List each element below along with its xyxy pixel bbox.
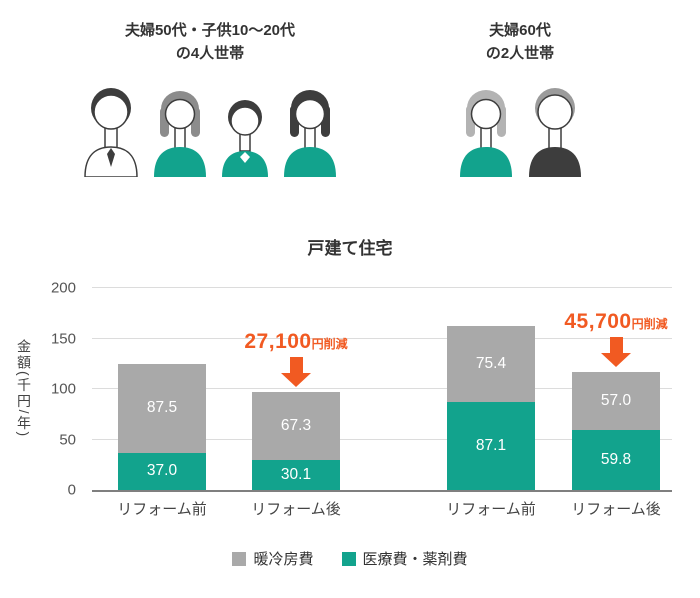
child-icon xyxy=(221,100,268,177)
bar-segment: 87.1 xyxy=(447,402,535,490)
y-tick-label-200: 200 xyxy=(50,279,76,297)
bar-4: 57.0 59.8 xyxy=(572,372,660,490)
bar-segment: 75.4 xyxy=(447,325,535,403)
daughter-icon xyxy=(153,91,206,177)
legend-item-2: 医療費・薬剤費 xyxy=(341,548,468,569)
bar-segment: 57.0 xyxy=(572,372,660,430)
reduction-text: 45,700円削減 xyxy=(531,310,700,334)
segment-value: 30.1 xyxy=(280,465,312,483)
y-axis-label: 金額(千円/年) xyxy=(14,288,34,490)
y-tick-label-150: 150 xyxy=(50,330,76,347)
segment-value: 87.5 xyxy=(146,399,178,417)
x-category-label-2: リフォーム後 xyxy=(251,501,341,518)
y-tick-label-0: 0 xyxy=(67,481,76,499)
bar-2: 67.3 30.1 xyxy=(252,391,340,490)
reduction-amount: 45,700 xyxy=(564,310,632,334)
legend-item-1: 暖冷房費 xyxy=(232,548,314,569)
bar-segment: 87.5 xyxy=(118,364,206,453)
x-category-label-3: リフォーム前 xyxy=(446,501,536,518)
grandmother-icon xyxy=(459,90,512,177)
legend-swatch xyxy=(341,551,356,566)
segment-value: 37.0 xyxy=(146,462,178,480)
reduction-suffix: 円削減 xyxy=(631,317,668,332)
household-left-avatars xyxy=(55,81,365,177)
mother-icon xyxy=(283,90,336,177)
father-icon xyxy=(83,88,138,177)
x-category-label-4: リフォーム後 xyxy=(571,501,661,518)
plot-area: 87.5 37.0 67.3 30.1 75.4 87.1 57.0 59.8 27,100円削… xyxy=(92,287,672,492)
down-arrow-head-icon xyxy=(281,372,311,387)
grandfather-icon xyxy=(528,88,581,177)
reduction-text: 27,100円削減 xyxy=(211,330,381,354)
gridline-100 xyxy=(92,388,672,389)
segment-value: 75.4 xyxy=(475,354,507,372)
segment-value: 57.0 xyxy=(600,391,632,409)
segment-value: 59.8 xyxy=(600,450,632,468)
legend-swatch xyxy=(232,551,247,566)
gridline-150 xyxy=(92,337,672,339)
bar-1: 87.5 37.0 xyxy=(118,364,206,490)
household-right-label-line1: 夫婦60代 xyxy=(489,22,551,39)
gridline-200 xyxy=(92,287,672,288)
y-axis-ticks: 0 50 100 150 200 xyxy=(38,281,84,498)
household-left-label-line1: 夫婦50代・子供10〜20代 xyxy=(124,22,296,39)
y-axis-label-text: 金額(千円/年) xyxy=(16,339,32,439)
legend-label: 医療費・薬剤費 xyxy=(362,551,468,568)
chart-title: 戸建て住宅 xyxy=(307,239,393,258)
down-arrow-head-icon xyxy=(601,353,631,368)
household-right-label-line2: の2人世帯 xyxy=(485,44,555,62)
household-left: 夫婦50代・子供10〜20代 の4人世帯 xyxy=(55,20,365,177)
segment-value: 67.3 xyxy=(280,416,312,434)
household-left-label-line2: の4人世帯 xyxy=(175,44,245,62)
y-tick-label-50: 50 xyxy=(59,431,76,448)
legend: 暖冷房費 医療費・薬剤費 xyxy=(0,548,700,569)
bar-segment: 67.3 xyxy=(252,391,340,460)
reduction-amount: 27,100 xyxy=(244,329,312,353)
x-axis-labels: リフォーム前 リフォーム後 リフォーム前 リフォーム後 xyxy=(0,498,700,520)
segment-value: 87.1 xyxy=(475,437,507,455)
reduction-annotation: 45,700円削減 xyxy=(531,310,700,368)
chart-detached-house: 戸建て住宅 金額(千円/年) 0 50 100 150 200 87.5 37.0 67.3… xyxy=(0,230,700,598)
household-right: 夫婦60代 の2人世帯 xyxy=(420,20,620,177)
down-arrow-icon xyxy=(609,337,623,354)
bar-segment: 59.8 xyxy=(572,429,660,490)
bar-segment: 30.1 xyxy=(252,459,340,490)
bar-segment: 37.0 xyxy=(118,452,206,490)
gridline-50 xyxy=(92,438,672,440)
bar-3: 75.4 87.1 xyxy=(447,325,535,490)
y-tick-label-100: 100 xyxy=(50,380,76,398)
household-right-avatars xyxy=(420,81,620,177)
household-right-label: 夫婦60代 の2人世帯 xyxy=(420,20,620,65)
household-left-label: 夫婦50代・子供10〜20代 の4人世帯 xyxy=(55,20,365,65)
x-category-label-1: リフォーム前 xyxy=(117,501,207,518)
down-arrow-icon xyxy=(289,356,303,373)
reduction-suffix: 円削減 xyxy=(311,336,348,351)
reduction-annotation: 27,100円削減 xyxy=(211,330,381,387)
legend-label: 暖冷房費 xyxy=(253,551,314,568)
